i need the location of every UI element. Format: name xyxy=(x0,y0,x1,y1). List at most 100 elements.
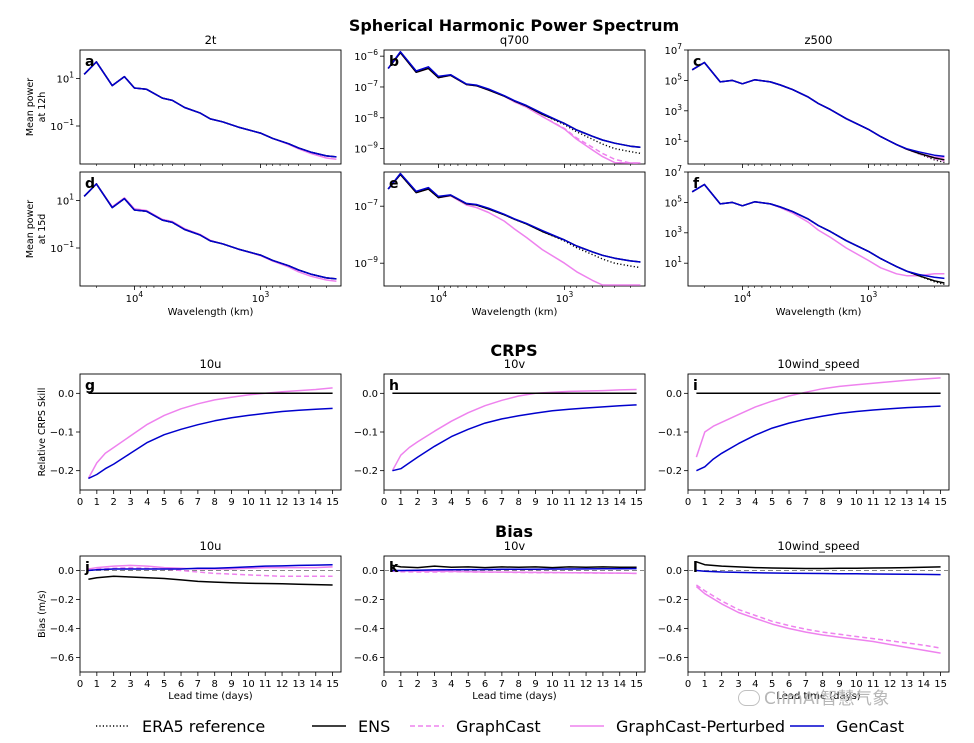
x-tick-label: 8 xyxy=(212,679,218,690)
y-tick-label: −0.2 xyxy=(658,466,682,477)
x-tick-label: 6 xyxy=(482,679,488,690)
x-tick-label: 11 xyxy=(867,679,880,690)
x-tick-label: 15 xyxy=(630,497,643,508)
tick-label: 10−1 xyxy=(50,118,74,133)
panel-i: 0 1 2 3 4 5 6 7 8 9 10 11 12 13 14 150.0−0.1−0.2i10wind… xyxy=(658,357,950,508)
panel-b: 10−6 10−7 10−8 10−9 b q700 xyxy=(354,33,646,168)
legend-label: ENS xyxy=(358,717,390,736)
tick-label: 10−8 xyxy=(354,110,378,125)
section-title-bias: Bias xyxy=(495,522,533,541)
x-tick-label: 12 xyxy=(276,497,289,508)
x-tick-label: 7 xyxy=(195,497,201,508)
x-tick-label: 5 xyxy=(161,679,167,690)
legend-label: GenCast xyxy=(836,717,904,736)
panel-l: 0 1 2 3 4 5 6 7 8 9 10 11 12 13 14 150.0−0.2−0.4−0.6l10… xyxy=(658,539,950,702)
x-tick-label: 13 xyxy=(293,497,306,508)
legend-label: GraphCast-Perturbed xyxy=(616,717,785,736)
x-tick-label: 11 xyxy=(563,679,576,690)
x-tick-label: 0 xyxy=(685,497,691,508)
tick-label: 103 xyxy=(664,225,682,240)
x-tick-label: 9 xyxy=(836,679,842,690)
tick-label: 104 xyxy=(430,290,448,305)
x-tick-label: 4 xyxy=(752,497,758,508)
tick-label: 10−6 xyxy=(354,48,378,63)
x-tick-label: 3 xyxy=(127,497,133,508)
series-line-gencast xyxy=(691,61,945,158)
x-tick-label: 4 xyxy=(144,497,150,508)
y-tick-label: −0.1 xyxy=(354,428,378,439)
tick-label: 103 xyxy=(556,290,574,305)
x-tick-label: 15 xyxy=(326,497,339,508)
x-tick-label: 0 xyxy=(77,679,83,690)
panel-j: 0 1 2 3 4 5 6 7 8 9 10 11 12 13 14 150.0−0.2−0.4−0.6j10… xyxy=(37,539,342,702)
y-tick-label: 0.0 xyxy=(666,389,682,400)
x-tick-label: 12 xyxy=(580,679,593,690)
x-tick-label: 2 xyxy=(414,497,420,508)
section-title-crps: CRPS xyxy=(490,341,537,360)
panel-letter: j xyxy=(84,560,90,576)
x-tick-label: 3 xyxy=(431,679,437,690)
x-tick-label: 0 xyxy=(381,497,387,508)
x-tick-label: 6 xyxy=(786,497,792,508)
x-tick-label: 13 xyxy=(293,679,306,690)
x-tick-label: 4 xyxy=(752,679,758,690)
y-tick-label: −0.2 xyxy=(658,595,682,606)
x-tick-label: 3 xyxy=(127,679,133,690)
x-tick-label: 9 xyxy=(228,497,234,508)
x-tick-label: 1 xyxy=(94,679,100,690)
y-tick-label: −0.1 xyxy=(658,428,682,439)
panel-title: 2t xyxy=(205,33,217,47)
series-line-ens xyxy=(83,183,337,280)
series-line-era5-reference xyxy=(83,61,337,158)
x-tick-label: 14 xyxy=(309,497,322,508)
x-tick-label: 11 xyxy=(867,497,880,508)
series-line-graphcast xyxy=(695,584,941,649)
series-line-graphcast-perturbed xyxy=(691,61,945,159)
series-line-gencast xyxy=(88,407,333,480)
x-tick-label: 2 xyxy=(110,497,116,508)
x-tick-label: 3 xyxy=(735,497,741,508)
series-line-graphcast-perturbed xyxy=(691,183,945,277)
axes-frame xyxy=(687,171,950,287)
series-line-graphcast-perturbed xyxy=(695,585,941,654)
y-tick-label: 0.0 xyxy=(362,389,378,400)
panel-title: z500 xyxy=(805,33,833,47)
x-tick-label: 0 xyxy=(77,497,83,508)
x-tick-label: 13 xyxy=(597,679,610,690)
y-tick-label: −0.4 xyxy=(658,624,682,635)
legend-label: GraphCast xyxy=(456,717,541,736)
x-tick-label: 8 xyxy=(820,679,826,690)
x-tick-label: 10 xyxy=(242,497,255,508)
y-tick-label: −0.4 xyxy=(50,624,74,635)
series-line-graphcast-perturbed xyxy=(87,387,333,479)
x-tick-label: 15 xyxy=(326,679,339,690)
x-tick-label: 0 xyxy=(685,679,691,690)
x-tick-label: 9 xyxy=(532,679,538,690)
series-line-ens xyxy=(392,564,637,569)
y-tick-label: −0.2 xyxy=(354,595,378,606)
series-line-era5-reference xyxy=(83,183,337,280)
series-line-gencast xyxy=(691,183,945,280)
y-tick-label: −0.6 xyxy=(354,653,378,664)
series-line-graphcast xyxy=(691,61,945,162)
y-tick-label: −0.4 xyxy=(354,624,378,635)
panel-letter: i xyxy=(693,378,698,394)
x-tick-label: 6 xyxy=(178,679,184,690)
tick-label: 101 xyxy=(56,193,74,208)
panel-title: q700 xyxy=(500,33,529,47)
wechat-icon xyxy=(738,690,760,706)
x-tick-label: 8 xyxy=(516,679,522,690)
x-tick-label: 12 xyxy=(884,497,897,508)
axes-frame xyxy=(687,49,950,165)
x-tick-label: 14 xyxy=(917,679,930,690)
panel-k: 0 1 2 3 4 5 6 7 8 9 10 11 12 13 14 150.0−0.2−0.4−0.6k10… xyxy=(354,539,646,702)
axes-frame xyxy=(383,171,646,287)
watermark-text: ClimAI智慧气象 xyxy=(764,689,890,709)
x-tick-label: 12 xyxy=(884,679,897,690)
axes-frame xyxy=(383,49,646,165)
y-axis-label: Mean power xyxy=(25,200,36,258)
series-line-gencast xyxy=(696,405,941,472)
axes-frame xyxy=(687,555,950,673)
x-tick-label: 13 xyxy=(597,497,610,508)
